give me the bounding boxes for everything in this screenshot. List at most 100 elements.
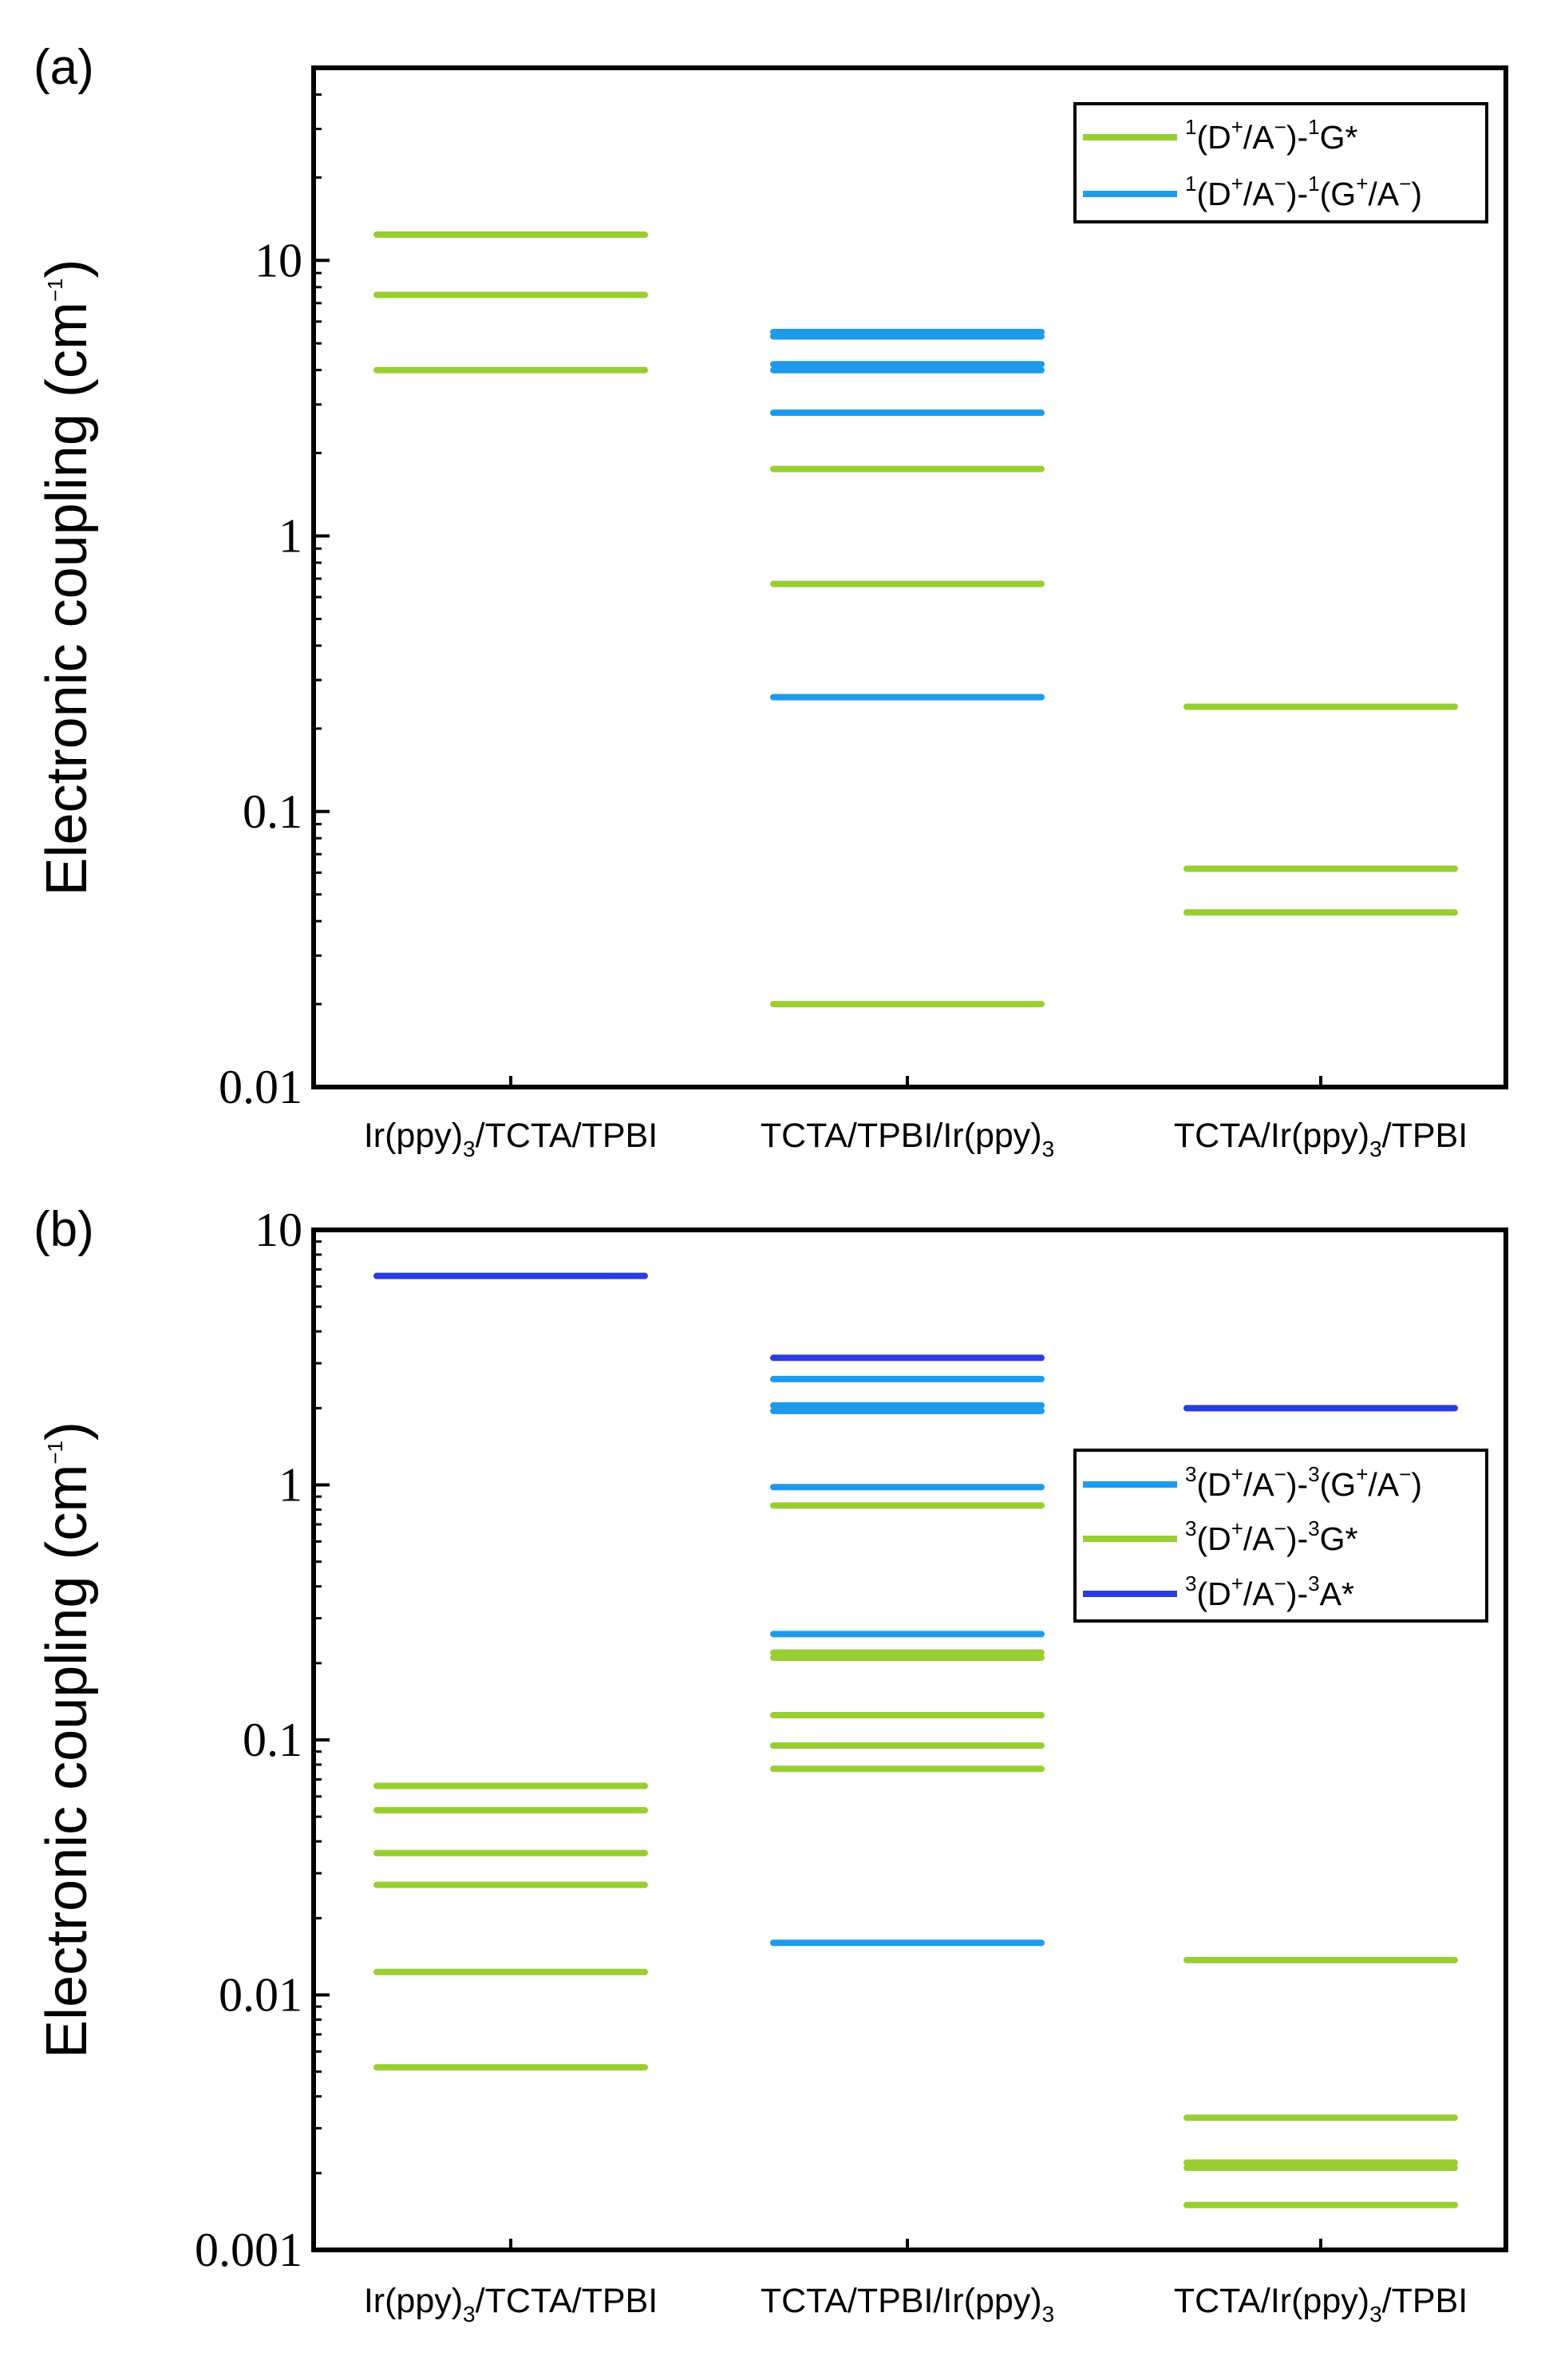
- x-tick-label-subscript: 3: [463, 2302, 476, 2327]
- x-tick-label-subscript: 3: [1369, 1137, 1382, 1161]
- x-tick-label: Ir(ppy)3/TCTA/TPBI: [364, 1117, 658, 1161]
- panel-label: (b): [34, 1202, 94, 1257]
- legend-text: G*: [1320, 119, 1358, 156]
- y-axis-label-text: Electronic coupling (cm: [35, 302, 99, 895]
- legend-text: (D: [1196, 1520, 1231, 1557]
- legend-superscript: +: [1231, 1516, 1243, 1540]
- legend-superscript: 1: [1185, 115, 1196, 139]
- legend-superscript: 1: [1308, 115, 1319, 139]
- x-tick-label-subscript: 3: [1042, 1137, 1055, 1161]
- legend-superscript: 3: [1185, 1462, 1196, 1486]
- legend-superscript: −: [1399, 1462, 1411, 1486]
- legend-entry: 3(D+/A−)-3G*: [1185, 1516, 1358, 1557]
- y-axis-label-text: ): [35, 259, 99, 279]
- legend-superscript: −: [1274, 1462, 1286, 1486]
- y-tick-label: 0.001: [195, 2224, 302, 2276]
- legend-text: /A: [1368, 1466, 1399, 1503]
- y-axis-label: Electronic coupling (cm−1): [35, 259, 99, 896]
- y-axis-label-superscript: −1: [43, 1441, 67, 1465]
- y-tick-label: 1: [279, 510, 302, 563]
- legend-text: )-: [1286, 119, 1308, 156]
- legend-text: (D: [1196, 1575, 1231, 1612]
- y-tick-label: 10: [255, 1204, 302, 1256]
- x-tick-label-text: /TCTA/TPBI: [476, 2282, 658, 2320]
- x-tick-label: TCTA/TPBI/Ir(ppy)3: [761, 2282, 1054, 2327]
- legend-text: /A: [1368, 176, 1399, 212]
- legend-superscript: 3: [1185, 1572, 1196, 1595]
- x-tick-label: TCTA/Ir(ppy)3/TPBI: [1174, 2282, 1468, 2327]
- legend-entry: 1(D+/A−)-1(G+/A−): [1185, 172, 1422, 212]
- legend-superscript: +: [1231, 1572, 1243, 1595]
- legend-superscript: 1: [1185, 172, 1196, 196]
- legend-text: /A: [1243, 119, 1274, 156]
- legend-superscript: 3: [1308, 1462, 1319, 1486]
- y-tick-label: 0.01: [219, 1969, 302, 2022]
- y-tick-label: 0.1: [243, 1714, 302, 1766]
- legend-text: /A: [1243, 1520, 1274, 1557]
- x-tick-label-text: Ir(ppy): [364, 1117, 463, 1155]
- legend-text: A*: [1320, 1575, 1354, 1612]
- legend-entry: 3(D+/A−)-3A*: [1185, 1572, 1354, 1612]
- x-tick-label-subscript: 3: [1369, 2302, 1382, 2327]
- legend-superscript: +: [1356, 1462, 1368, 1486]
- legend-superscript: 1: [1308, 172, 1319, 196]
- legend: 3(D+/A−)-3(G+/A−)3(D+/A−)-3G*3(D+/A−)-3A…: [1073, 1449, 1488, 1623]
- x-tick-label-text: Ir(ppy): [364, 2282, 463, 2320]
- y-axis-label-text: Electronic coupling (cm: [35, 1465, 99, 2058]
- y-tick-label: 0.01: [219, 1061, 302, 1113]
- x-tick-label-text: /TPBI: [1382, 2282, 1468, 2320]
- legend-superscript: −: [1274, 1572, 1286, 1595]
- legend-text: )-: [1286, 176, 1308, 212]
- panel-label: (a): [34, 40, 94, 95]
- legend-text: (D: [1196, 119, 1231, 156]
- x-tick-label-text: /TCTA/TPBI: [476, 1117, 658, 1155]
- legend-text: )-: [1286, 1520, 1308, 1557]
- legend-text: (D: [1196, 1466, 1231, 1503]
- legend-text: G*: [1320, 1520, 1358, 1557]
- y-tick-label: 0.1: [243, 785, 302, 838]
- x-tick-label-subscript: 3: [1042, 2302, 1055, 2327]
- legend-box: [1073, 102, 1488, 223]
- legend-superscript: −: [1274, 1516, 1286, 1540]
- legend-entry: 3(D+/A−)-3(G+/A−): [1185, 1462, 1422, 1503]
- x-tick-label-text: TCTA/TPBI/Ir(ppy): [761, 2282, 1042, 2320]
- y-tick-label: 1: [279, 1459, 302, 1512]
- legend-text: )-: [1286, 1466, 1308, 1503]
- legend-superscript: −: [1274, 115, 1286, 139]
- legend-text: (G: [1320, 176, 1357, 212]
- legend-superscript: −: [1399, 172, 1411, 196]
- legend-text: /A: [1243, 1466, 1274, 1503]
- y-tick-label: 10: [255, 234, 302, 287]
- x-tick-label: TCTA/Ir(ppy)3/TPBI: [1174, 1117, 1468, 1161]
- legend-entry: 1(D+/A−)-1G*: [1185, 115, 1358, 156]
- legend-superscript: +: [1356, 172, 1368, 196]
- legend-superscript: 3: [1185, 1516, 1196, 1540]
- x-tick-label-text: TCTA/Ir(ppy): [1174, 2282, 1369, 2320]
- legend: 1(D+/A−)-1G*1(D+/A−)-1(G+/A−): [1073, 102, 1488, 223]
- x-tick-label: TCTA/TPBI/Ir(ppy)3: [761, 1117, 1054, 1161]
- plot-frame: [311, 1228, 1508, 2252]
- legend-superscript: +: [1231, 1462, 1243, 1486]
- legend-superscript: +: [1231, 115, 1243, 139]
- plot-frame: [311, 65, 1508, 1089]
- legend-text: )-: [1286, 1575, 1308, 1612]
- legend-text: ): [1411, 1466, 1422, 1503]
- legend-text: (G: [1320, 1466, 1357, 1503]
- y-axis-label-superscript: −1: [43, 279, 67, 302]
- legend-text: /A: [1243, 1575, 1274, 1612]
- legend-superscript: −: [1274, 172, 1286, 196]
- x-tick-label-text: TCTA/Ir(ppy): [1174, 1117, 1369, 1155]
- y-axis-label-text: ): [35, 1421, 99, 1441]
- legend-superscript: 3: [1308, 1572, 1319, 1595]
- legend-text: ): [1411, 176, 1422, 212]
- legend-superscript: 3: [1308, 1516, 1319, 1540]
- legend-superscript: +: [1231, 172, 1243, 196]
- x-tick-label-text: /TPBI: [1382, 1117, 1468, 1155]
- x-tick-label: Ir(ppy)3/TCTA/TPBI: [364, 2282, 658, 2327]
- x-tick-label-subscript: 3: [463, 1137, 476, 1161]
- y-axis-label: Electronic coupling (cm−1): [35, 1421, 99, 2058]
- x-tick-label-text: TCTA/TPBI/Ir(ppy): [761, 1117, 1042, 1155]
